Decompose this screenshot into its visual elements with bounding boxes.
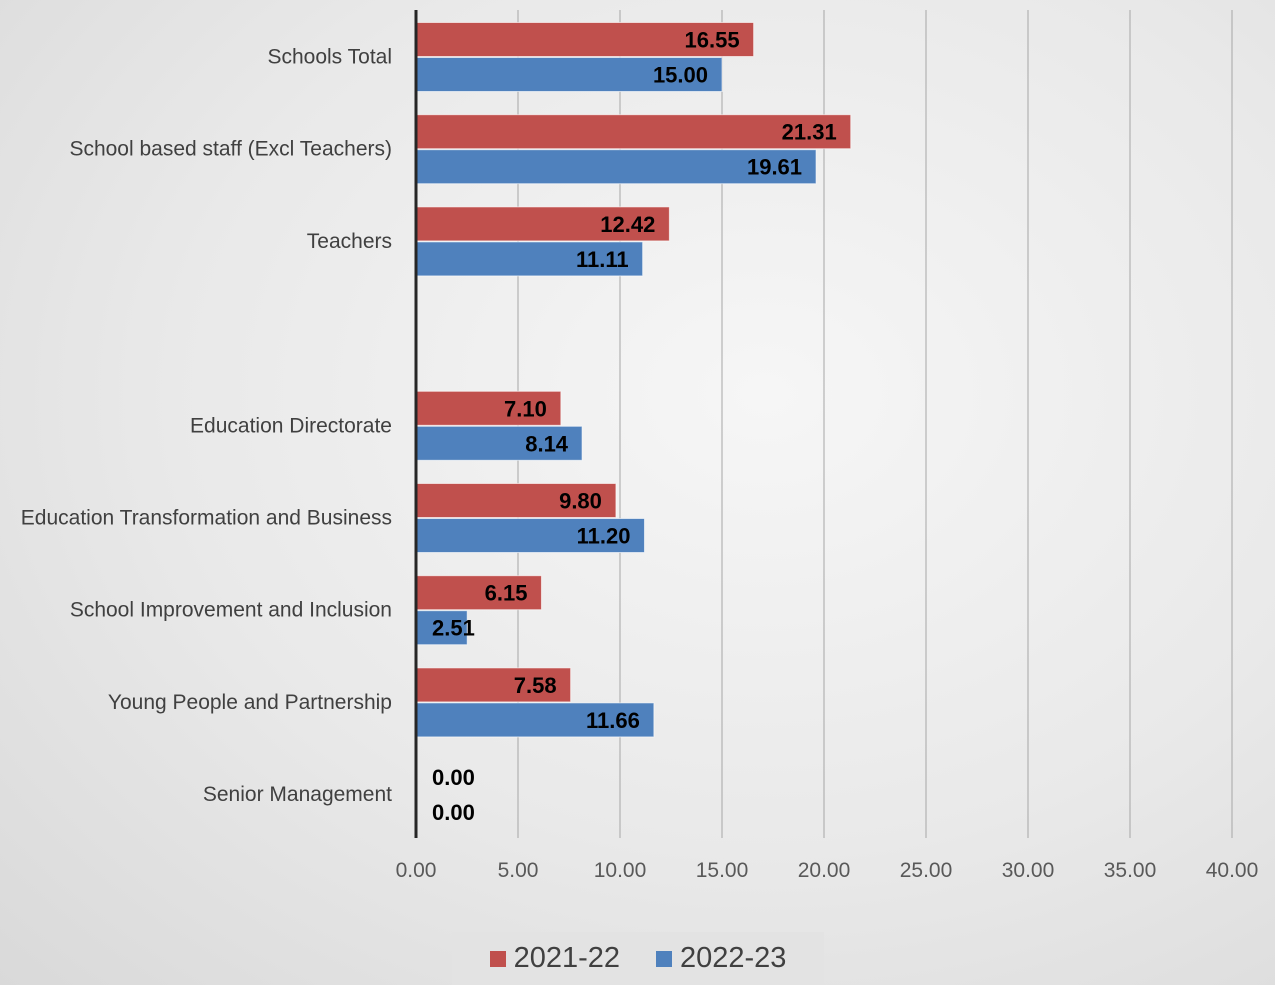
legend-swatch-2022-23 <box>656 950 672 967</box>
bar-2021-22 <box>415 575 542 611</box>
data-label: 6.15 <box>485 581 528 606</box>
data-label: 7.10 <box>504 396 547 421</box>
bar-2022-23 <box>415 57 723 92</box>
x-tick-label: 35.00 <box>1104 859 1157 882</box>
data-label: 11.66 <box>586 708 640 733</box>
data-label: 7.58 <box>514 673 557 698</box>
category-label: School Improvement and Inclusion <box>70 599 392 622</box>
legend-label-2021-22: 2021-22 <box>513 942 620 974</box>
legend-swatch-2021-22 <box>489 950 506 967</box>
bar-2021-22 <box>415 483 617 518</box>
x-tick-label: 30.00 <box>1002 859 1055 882</box>
x-tick-label: 20.00 <box>798 859 851 882</box>
data-label: 15.00 <box>653 63 708 88</box>
bar-2022-23 <box>415 702 655 738</box>
bar-2022-23 <box>415 241 644 277</box>
x-tick-label: 40.00 <box>1206 859 1259 882</box>
category-label: Education Directorate <box>190 414 392 437</box>
x-tick-label: 25.00 <box>900 859 953 882</box>
bar-2022-23 <box>415 610 468 646</box>
data-label: 12.42 <box>600 212 655 237</box>
bar-2022-23 <box>415 518 645 553</box>
category-label: Education Transformation and Business <box>21 507 392 530</box>
legend-item-2022-23: 2022-23 <box>656 942 786 975</box>
bar-2021-22 <box>415 390 562 426</box>
data-label: 8.14 <box>525 431 569 456</box>
legend-item-2021-22: 2021-22 <box>489 942 620 975</box>
data-label: 9.80 <box>559 489 602 514</box>
bar-2021-22 <box>415 114 852 150</box>
data-label: 21.31 <box>782 120 837 145</box>
x-tick-label: 10.00 <box>594 859 647 882</box>
data-label: 11.11 <box>576 247 629 272</box>
x-tick-label: 15.00 <box>696 859 749 882</box>
data-label: 0.00 <box>432 765 475 790</box>
data-label: 11.20 <box>577 524 631 549</box>
legend: 2021-22 2022-23 <box>452 932 824 985</box>
x-tick-label: 0.00 <box>396 859 437 882</box>
bar-2022-23 <box>415 149 817 185</box>
category-label: Young People and Partnership <box>108 691 392 714</box>
legend-label-2022-23: 2022-23 <box>680 942 787 974</box>
bar-2021-22 <box>415 667 572 703</box>
category-label: Teachers <box>307 230 392 253</box>
data-label: 19.61 <box>747 155 802 180</box>
x-tick-label: 5.00 <box>498 859 539 882</box>
data-label: 16.55 <box>685 28 740 53</box>
category-label: Schools Total <box>267 46 392 69</box>
data-label: 0.00 <box>432 800 475 825</box>
category-label: Senior Management <box>203 783 392 806</box>
category-label: School based staff (Excl Teachers) <box>69 138 392 161</box>
bar-2021-22 <box>415 206 670 242</box>
bar-2022-23 <box>415 425 583 461</box>
data-label: 2.51 <box>432 616 475 641</box>
